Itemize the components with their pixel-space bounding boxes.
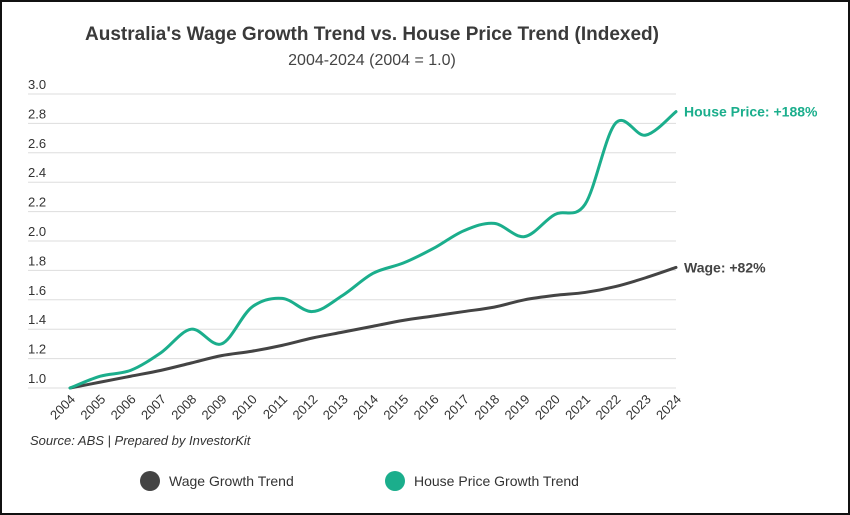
series-line-1 — [68, 110, 678, 390]
x-tick-label: 2004 — [47, 392, 78, 423]
series-line-0 — [68, 265, 678, 390]
x-tick-label: 2024 — [653, 392, 684, 423]
y-tick-label: 2.0 — [28, 224, 46, 239]
y-tick-label: 2.2 — [28, 195, 46, 210]
legend-label: Wage Growth Trend — [169, 473, 294, 489]
x-tick-label: 2008 — [168, 392, 199, 423]
legend-item: House Price Growth Trend — [385, 471, 579, 491]
x-tick-label: 2022 — [592, 392, 623, 423]
legend-swatch — [140, 471, 160, 491]
y-tick-label: 1.0 — [28, 371, 46, 386]
series-end-label: Wage: +82% — [684, 259, 766, 275]
y-tick-label: 3.0 — [28, 77, 46, 92]
y-tick-label: 2.4 — [28, 165, 46, 180]
x-tick-label: 2020 — [532, 392, 563, 423]
source-note: Source: ABS | Prepared by InvestorKit — [30, 433, 252, 448]
series-end-label: House Price: +188% — [684, 104, 818, 120]
y-tick-label: 2.6 — [28, 136, 46, 151]
y-tick-label: 2.8 — [28, 106, 46, 121]
y-axis-ticks: 1.0 1.2 1.4 1.6 1.8 2.0 2.2 2.4 2.6 2.8 3.0 — [28, 77, 46, 386]
x-tick-label: 2007 — [138, 392, 169, 423]
x-axis-ticks: 2004 2005 2006 2007 2008 2009 2010 2011 2012 2013… — [47, 392, 684, 423]
series-lines — [68, 110, 678, 390]
x-tick-label: 2021 — [562, 392, 593, 423]
y-tick-label: 1.2 — [28, 342, 46, 357]
series-end-labels: Wage: +82% House Price: +188% — [684, 104, 818, 276]
legend-swatch — [385, 471, 405, 491]
x-tick-label: 2012 — [289, 392, 320, 423]
x-tick-label: 2010 — [229, 392, 260, 423]
x-tick-label: 2006 — [108, 392, 139, 423]
chart-title: Australia's Wage Growth Trend vs. House … — [85, 24, 659, 45]
y-tick-label: 1.6 — [28, 283, 46, 298]
x-tick-label: 2014 — [350, 392, 381, 423]
y-tick-label: 1.8 — [28, 253, 46, 268]
x-tick-label: 2023 — [623, 392, 654, 423]
x-tick-label: 2013 — [320, 392, 351, 423]
legend-label: House Price Growth Trend — [414, 473, 579, 489]
x-tick-label: 2009 — [199, 392, 230, 423]
chart-subtitle: 2004-2024 (2004 = 1.0) — [288, 52, 456, 69]
x-tick-label: 2005 — [77, 392, 108, 423]
x-tick-label: 2019 — [502, 392, 533, 423]
x-tick-label: 2018 — [471, 392, 502, 423]
x-tick-label: 2016 — [411, 392, 442, 423]
legend: Wage Growth Trend House Price Growth Tren… — [140, 471, 579, 491]
legend-item: Wage Growth Trend — [140, 471, 294, 491]
gridlines — [28, 93, 676, 389]
y-tick-label: 1.4 — [28, 312, 46, 327]
x-tick-label: 2017 — [441, 392, 472, 423]
x-tick-label: 2011 — [260, 392, 290, 422]
x-tick-label: 2015 — [380, 392, 411, 423]
